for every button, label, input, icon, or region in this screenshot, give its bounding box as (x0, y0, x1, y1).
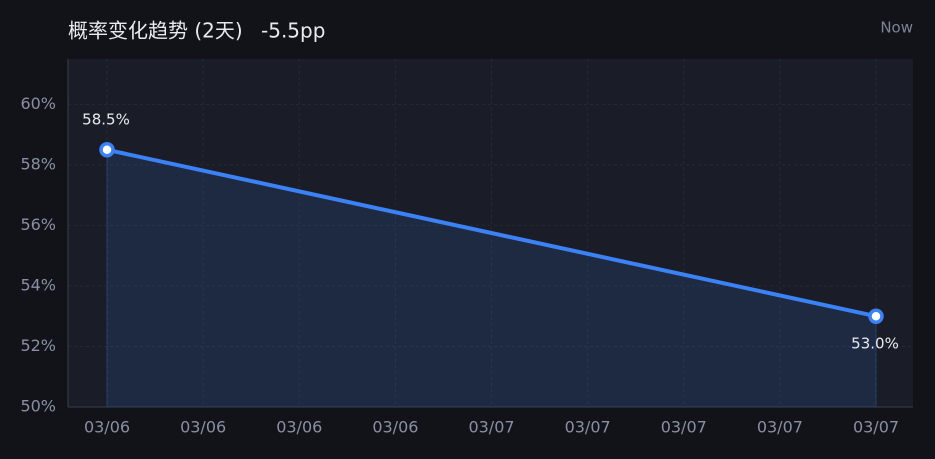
x-tick-label: 03/07 (468, 418, 514, 437)
area (107, 149, 876, 408)
x-tick-label: 03/06 (372, 418, 418, 437)
y-tick-label: 60% (20, 94, 56, 113)
x-tick-label: 03/07 (853, 418, 899, 437)
point (99, 142, 115, 158)
x-tick-label: 03/06 (180, 418, 226, 437)
x-tick-label: 03/06 (276, 418, 322, 437)
line (105, 147, 878, 319)
value-label: 53.0% (851, 335, 899, 353)
x-tick-label: 03/07 (757, 418, 803, 437)
chart-title: 概率变化趋势 (2天) (68, 19, 243, 43)
x-tick-label: 03/07 (661, 418, 707, 437)
x-tick-label: 03/07 (565, 418, 611, 437)
y-tick-label: 56% (20, 215, 56, 234)
x-tick-label: 03/06 (84, 418, 130, 437)
y-tick-label: 52% (20, 336, 56, 355)
y-tick-label: 50% (20, 397, 56, 416)
change-label: -5.5pp (261, 19, 325, 43)
point (868, 308, 884, 324)
corner-label: Now (880, 19, 913, 37)
y-tick-label: 54% (20, 275, 56, 294)
y-tick-label: 58% (20, 154, 56, 173)
value-label: 58.5% (82, 110, 130, 128)
